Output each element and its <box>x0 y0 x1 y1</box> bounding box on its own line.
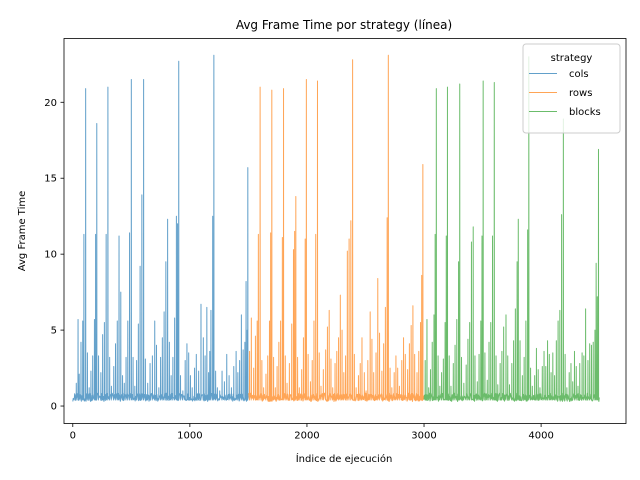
y-tick-label: 10 <box>44 250 57 261</box>
y-tick-label: 5 <box>51 326 57 337</box>
legend-label-rows: rows <box>569 88 592 99</box>
y-axis-ticks: 0 5 10 15 20 <box>44 98 64 413</box>
x-tick-label: 0 <box>70 431 76 442</box>
y-tick-label: 20 <box>44 98 57 109</box>
y-axis-label: Avg Frame Time <box>17 191 28 272</box>
x-tick-label: 1000 <box>177 431 202 442</box>
legend-label-cols: cols <box>569 69 589 80</box>
x-tick-label: 2000 <box>294 431 319 442</box>
series-line-blocks <box>423 56 600 402</box>
series-line-rows <box>248 54 425 402</box>
series-line-cols <box>72 54 249 402</box>
legend-box <box>522 43 621 134</box>
series-layer <box>72 54 600 402</box>
plot-area: 0 1000 2000 3000 4000 0 5 10 15 20 <box>44 38 627 442</box>
axes-frame <box>63 38 627 424</box>
legend-title: strategy <box>551 53 593 64</box>
legend-label-blocks: blocks <box>569 107 601 118</box>
y-tick-label: 15 <box>44 174 57 185</box>
x-tick-label: 4000 <box>528 431 553 442</box>
y-tick-label: 0 <box>51 402 57 413</box>
legend: strategy cols rows blocks <box>522 43 621 134</box>
chart-title: Avg Frame Time por strategy (línea) <box>236 18 452 32</box>
x-axis-ticks: 0 1000 2000 3000 4000 <box>70 423 554 442</box>
x-tick-label: 3000 <box>411 431 436 442</box>
x-axis-label: Índice de ejecución <box>296 452 393 465</box>
legend-items: cols rows blocks <box>529 69 601 118</box>
